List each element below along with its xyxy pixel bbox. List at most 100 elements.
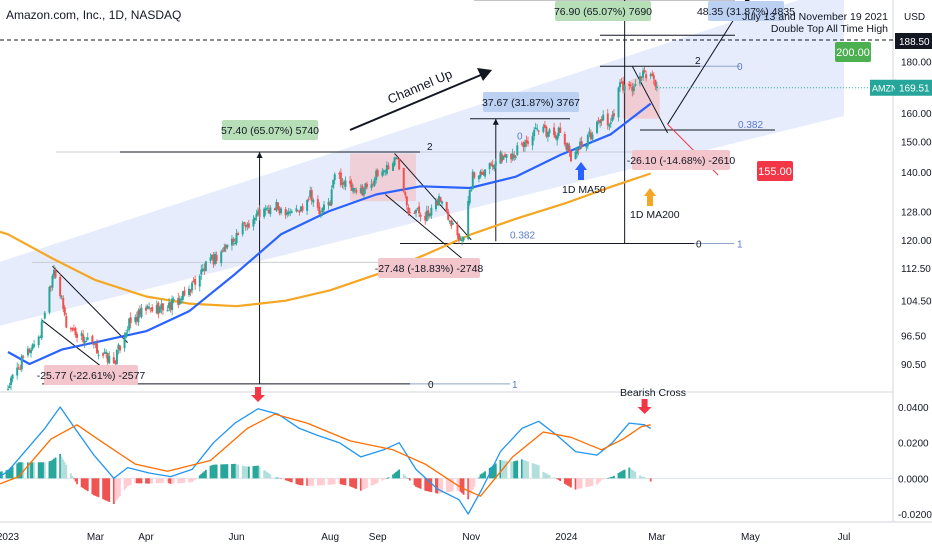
- macd-histogram-bar: [65, 465, 68, 479]
- candle-body: [384, 171, 387, 173]
- macd-histogram-bar: [502, 460, 505, 479]
- candle-body: [134, 317, 137, 323]
- macd-histogram-bar: [139, 478, 141, 484]
- candle-body: [258, 209, 261, 217]
- candle-body: [341, 182, 344, 185]
- macd-histogram-bar: [361, 478, 364, 491]
- candle-body: [180, 299, 183, 301]
- macd-histogram-bar: [536, 464, 539, 479]
- candle-body: [448, 221, 451, 223]
- candle-body: [451, 222, 454, 225]
- macd-histogram-bar: [71, 476, 74, 479]
- candle-body: [576, 148, 579, 154]
- macd-histogram-bar: [333, 478, 336, 485]
- fib-level-0-9: 0: [517, 132, 523, 143]
- candle-body: [503, 154, 506, 157]
- macd-histogram-bar: [19, 462, 22, 479]
- decline-line-3: [631, 65, 669, 134]
- candle-body: [333, 174, 336, 181]
- ma50-label: 1D MA50: [562, 184, 606, 196]
- macd-histogram-bar: [608, 477, 611, 479]
- candle-body: [640, 76, 643, 78]
- candle-body: [349, 180, 352, 184]
- candle-body: [376, 169, 379, 177]
- candle-body: [157, 302, 160, 315]
- macd-histogram-bar: [323, 478, 325, 486]
- macd-histogram-bar: [510, 461, 513, 479]
- candle-body: [500, 154, 503, 162]
- candle-body: [542, 126, 545, 133]
- fib-level-1-1: 1: [512, 380, 518, 391]
- macd-histogram-bar: [155, 478, 158, 484]
- candle-body: [20, 355, 23, 370]
- candle-body: [273, 208, 276, 211]
- macd-histogram-bar: [493, 464, 496, 479]
- candle-body: [520, 143, 523, 145]
- candle-body: [513, 154, 516, 158]
- candle-body: [253, 217, 256, 221]
- candle-body: [643, 70, 646, 73]
- macd-histogram-bar: [244, 466, 247, 479]
- macd-histogram-bar: [481, 473, 483, 479]
- macd-histogram-bar: [375, 478, 378, 484]
- macd-histogram-bar: [140, 478, 143, 484]
- macd-histogram-bar: [73, 478, 75, 479]
- macd-histogram-bar: [372, 478, 374, 486]
- candle-body: [306, 199, 309, 211]
- macd-histogram-bar: [232, 463, 235, 479]
- macd-tick-label: 0.0200: [898, 439, 929, 450]
- time-tick-label: Mar: [648, 532, 666, 543]
- macd-histogram-bar: [286, 478, 289, 481]
- candle-body: [151, 307, 154, 312]
- macd-histogram-bar: [349, 478, 351, 487]
- macd-histogram-bar: [364, 478, 367, 489]
- candle-body: [183, 290, 186, 296]
- macd-histogram-bar: [214, 464, 216, 479]
- macd-histogram-bar: [484, 471, 486, 479]
- macd-histogram-bar: [63, 462, 66, 479]
- candle-body: [160, 303, 163, 309]
- macd-histogram-bar: [533, 463, 536, 479]
- candle-body: [267, 209, 270, 214]
- macd-histogram-bar: [525, 461, 528, 479]
- candle-body: [332, 179, 335, 188]
- candle-body: [395, 157, 398, 159]
- macd-histogram-bar: [312, 478, 315, 486]
- macd-pane: [0, 406, 893, 515]
- candle-body: [428, 213, 431, 217]
- macd-histogram-bar: [543, 472, 546, 479]
- candle-body: [606, 113, 609, 126]
- candle-body: [651, 73, 654, 77]
- decline-line-1a: [52, 265, 129, 343]
- candle-body: [115, 349, 118, 364]
- candle-body: [178, 298, 181, 305]
- candle-body: [514, 156, 517, 158]
- macd-histogram-bar: [620, 471, 623, 479]
- macd-histogram-bar: [234, 463, 236, 479]
- macd-histogram-bar: [467, 478, 470, 500]
- candle-body: [655, 86, 658, 88]
- candle-body: [247, 223, 250, 228]
- macd-histogram-bar: [33, 462, 35, 479]
- macd-histogram-bar: [223, 464, 226, 479]
- macd-histogram-bar: [83, 478, 86, 490]
- candle-body: [491, 164, 494, 168]
- macd-histogram-bar: [576, 478, 578, 490]
- macd-histogram-bar: [134, 478, 137, 484]
- price-tick-label: 140.00: [901, 168, 932, 179]
- candle-body: [565, 142, 568, 150]
- macd-histogram-bar: [470, 478, 473, 494]
- macd-histogram-bar: [27, 462, 29, 479]
- macd-histogram-bar: [267, 473, 270, 479]
- candle-body: [235, 233, 238, 244]
- candle-body: [246, 224, 249, 227]
- macd-histogram-bar: [54, 457, 57, 479]
- candle-body: [649, 74, 652, 77]
- candle-body: [212, 254, 215, 265]
- macd-histogram-bar: [116, 478, 118, 501]
- measure-label-5740-box: [222, 120, 318, 140]
- macd-histogram-bar: [450, 478, 453, 492]
- macd-histogram-bar: [428, 478, 431, 492]
- macd-histogram-bar: [553, 477, 555, 479]
